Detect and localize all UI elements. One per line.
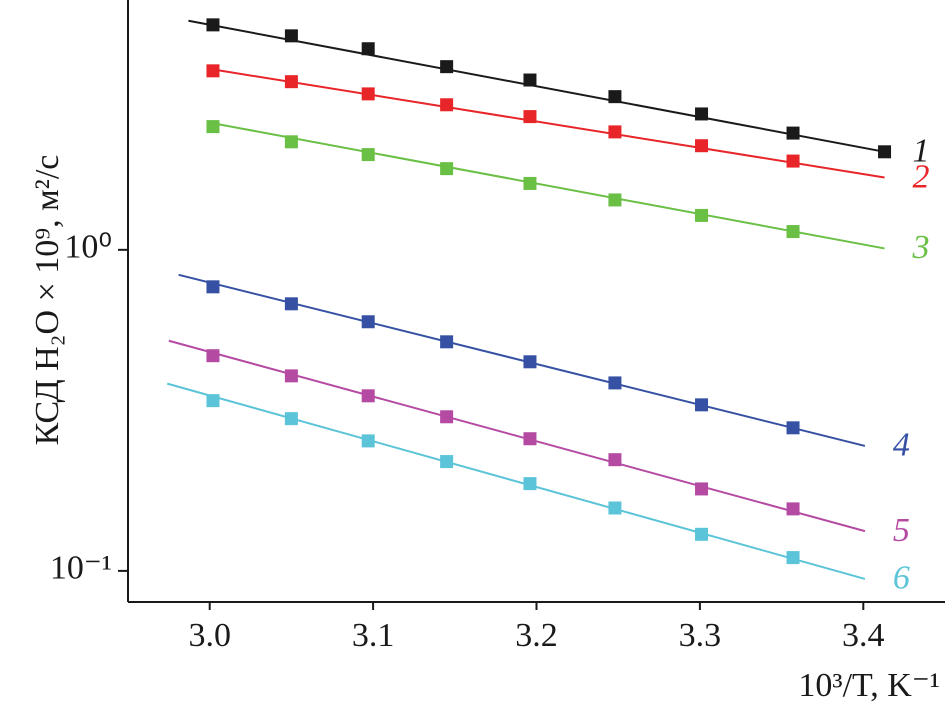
marker — [440, 455, 454, 469]
marker — [440, 162, 454, 176]
marker — [206, 349, 220, 363]
series-label: 2 — [913, 158, 930, 195]
marker — [523, 110, 537, 124]
x-tick-label: 3.3 — [679, 617, 722, 654]
marker — [608, 90, 622, 104]
fit-line — [188, 19, 885, 153]
marker — [786, 154, 800, 168]
marker — [608, 193, 622, 207]
marker — [523, 355, 537, 369]
marker — [206, 120, 220, 134]
y-tick-label: 10⁻¹ — [50, 550, 112, 587]
marker — [786, 126, 800, 140]
marker — [440, 410, 454, 424]
marker — [786, 502, 800, 516]
marker — [523, 432, 537, 446]
marker — [284, 29, 298, 43]
marker — [284, 369, 298, 383]
marker — [440, 335, 454, 349]
x-tick-label: 3.4 — [842, 617, 885, 654]
marker — [786, 421, 800, 435]
x-tick-label: 3.1 — [352, 617, 395, 654]
marker — [608, 501, 622, 515]
marker — [608, 125, 622, 139]
marker — [440, 60, 454, 74]
series-label: 5 — [893, 512, 910, 549]
marker — [361, 148, 375, 162]
marker — [695, 208, 709, 222]
marker — [361, 87, 375, 101]
fit-line — [209, 121, 885, 250]
marker — [695, 107, 709, 121]
marker — [284, 75, 298, 89]
fit-line — [178, 273, 866, 447]
marker — [695, 482, 709, 496]
marker — [878, 145, 892, 159]
series-label: 4 — [893, 427, 910, 464]
marker — [361, 315, 375, 329]
fit-line — [209, 67, 885, 179]
marker — [361, 42, 375, 56]
marker — [523, 73, 537, 87]
marker — [361, 434, 375, 448]
marker — [523, 176, 537, 190]
marker — [695, 527, 709, 541]
marker — [206, 64, 220, 78]
marker — [361, 389, 375, 403]
x-tick-label: 3.0 — [188, 617, 231, 654]
fit-line — [166, 382, 866, 580]
series-label: 1 — [913, 133, 930, 170]
y-axis-label: КСД H₂O × 10⁹, м²/с — [29, 155, 66, 446]
series-label: 3 — [912, 229, 930, 266]
marker — [608, 453, 622, 467]
series-label: 6 — [893, 560, 910, 597]
marker — [284, 412, 298, 426]
marker — [206, 280, 220, 294]
marker — [608, 376, 622, 390]
marker — [440, 98, 454, 112]
marker — [695, 398, 709, 412]
y-tick-label: 10⁰ — [64, 229, 112, 266]
marker — [786, 551, 800, 565]
fit-line — [168, 339, 866, 533]
marker — [206, 18, 220, 32]
marker — [284, 297, 298, 311]
x-axis-label: 10³/T, K⁻¹ — [798, 667, 940, 704]
marker — [206, 394, 220, 408]
marker — [284, 135, 298, 149]
x-tick-label: 3.2 — [515, 617, 558, 654]
marker — [786, 225, 800, 239]
marker — [695, 139, 709, 153]
marker — [523, 477, 537, 491]
